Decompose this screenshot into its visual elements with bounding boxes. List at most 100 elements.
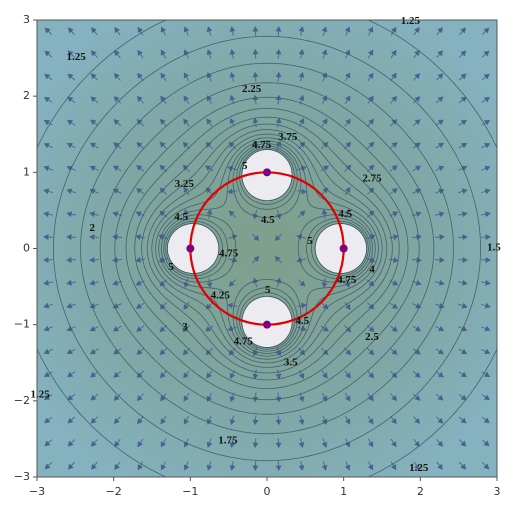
field-arrow: [183, 186, 190, 196]
field-arrow: [252, 415, 259, 426]
field-arrow: [481, 50, 490, 58]
field-arrow: [44, 50, 53, 58]
field-arrow: [43, 165, 53, 172]
field-arrow: [389, 325, 398, 332]
field-arrow: [320, 141, 329, 150]
field-arrow: [321, 208, 328, 219]
field-arrow: [183, 95, 190, 105]
field-arrow: [481, 165, 491, 172]
field-arrow: [413, 49, 420, 59]
field-arrow: [344, 392, 351, 402]
field-arrow: [389, 142, 398, 149]
contour-line: [99, 82, 435, 415]
field-arrow: [136, 142, 145, 149]
field-arrow: [227, 188, 238, 195]
field-arrow: [43, 211, 54, 218]
field-arrow: [252, 26, 259, 36]
contour-label: 4.5: [295, 315, 309, 327]
field-arrow: [367, 438, 374, 448]
field-arrow: [160, 49, 167, 59]
field-arrow: [367, 187, 375, 195]
field-arrow: [480, 256, 491, 263]
field-arrow: [435, 371, 444, 378]
field-arrow: [481, 188, 491, 195]
field-arrow: [229, 461, 236, 471]
y-tick-label: −2: [14, 394, 30, 407]
field-arrow: [229, 415, 236, 426]
field-arrow: [481, 96, 490, 103]
y-tick-label: 2: [23, 89, 30, 102]
field-arrow: [275, 461, 282, 471]
field-arrow: [480, 279, 491, 286]
field-arrow: [458, 73, 467, 81]
field-arrow: [113, 73, 121, 81]
field-arrow: [90, 393, 99, 401]
field-arrow: [458, 142, 468, 149]
field-arrow: [344, 26, 351, 36]
field-arrow: [183, 72, 190, 82]
field-arrow: [113, 119, 122, 127]
field-arrow: [206, 461, 213, 471]
field-arrow: [252, 461, 259, 471]
field-arrow: [436, 439, 444, 447]
field-arrow: [160, 461, 167, 471]
field-arrow: [44, 394, 53, 401]
field-arrow: [66, 211, 76, 218]
field-arrow: [136, 370, 145, 379]
x-tick-label: 2: [417, 485, 424, 498]
field-arrow: [136, 118, 145, 127]
field-arrow: [66, 119, 76, 126]
field-arrow: [367, 415, 374, 425]
field-arrow: [205, 347, 214, 356]
field-arrow: [91, 461, 98, 470]
field-arrow: [67, 461, 75, 470]
field-arrow: [114, 49, 121, 59]
field-arrow: [321, 438, 328, 448]
field-arrow: [458, 188, 468, 195]
field-arrow: [320, 347, 329, 356]
field-arrow: [135, 257, 146, 263]
field-arrow: [183, 370, 190, 379]
field-arrow: [228, 234, 238, 240]
charge-point: [339, 244, 348, 253]
field-arrow: [90, 439, 98, 447]
field-arrow: [435, 211, 445, 218]
x-tick-label: −3: [29, 485, 45, 498]
contour-label: 2.5: [365, 331, 379, 343]
field-arrow: [458, 348, 468, 355]
field-arrow: [344, 72, 351, 82]
contour-line: [163, 145, 371, 352]
field-arrow: [227, 325, 237, 332]
field-arrow: [435, 142, 445, 149]
field-arrow: [413, 26, 420, 36]
field-arrow: [480, 234, 491, 241]
field-arrow: [321, 26, 328, 36]
field-arrow: [412, 142, 421, 149]
field-arrow: [412, 370, 421, 378]
field-arrow: [435, 96, 444, 104]
field-arrow: [136, 393, 144, 402]
field-arrow: [481, 462, 490, 470]
field-arrow: [275, 369, 282, 380]
field-arrow: [298, 71, 305, 82]
field-arrow: [389, 348, 398, 355]
field-arrow: [44, 462, 53, 470]
field-arrow: [296, 188, 307, 195]
contour-label: 5: [307, 235, 313, 247]
field-arrow: [89, 165, 99, 172]
field-arrow: [251, 256, 260, 264]
contour-label: 4: [369, 263, 375, 275]
field-arrow: [413, 416, 421, 424]
field-arrow: [67, 416, 76, 424]
field-arrow: [136, 302, 145, 309]
field-arrow: [252, 369, 259, 380]
contour-line: [161, 143, 373, 354]
field-arrow: [227, 302, 238, 309]
field-arrow: [275, 117, 282, 128]
field-arrow: [136, 325, 145, 332]
field-arrow: [113, 348, 122, 355]
field-arrow: [321, 49, 328, 59]
field-arrow: [321, 370, 328, 379]
field-arrow: [114, 26, 121, 36]
plot-background: [37, 20, 497, 477]
